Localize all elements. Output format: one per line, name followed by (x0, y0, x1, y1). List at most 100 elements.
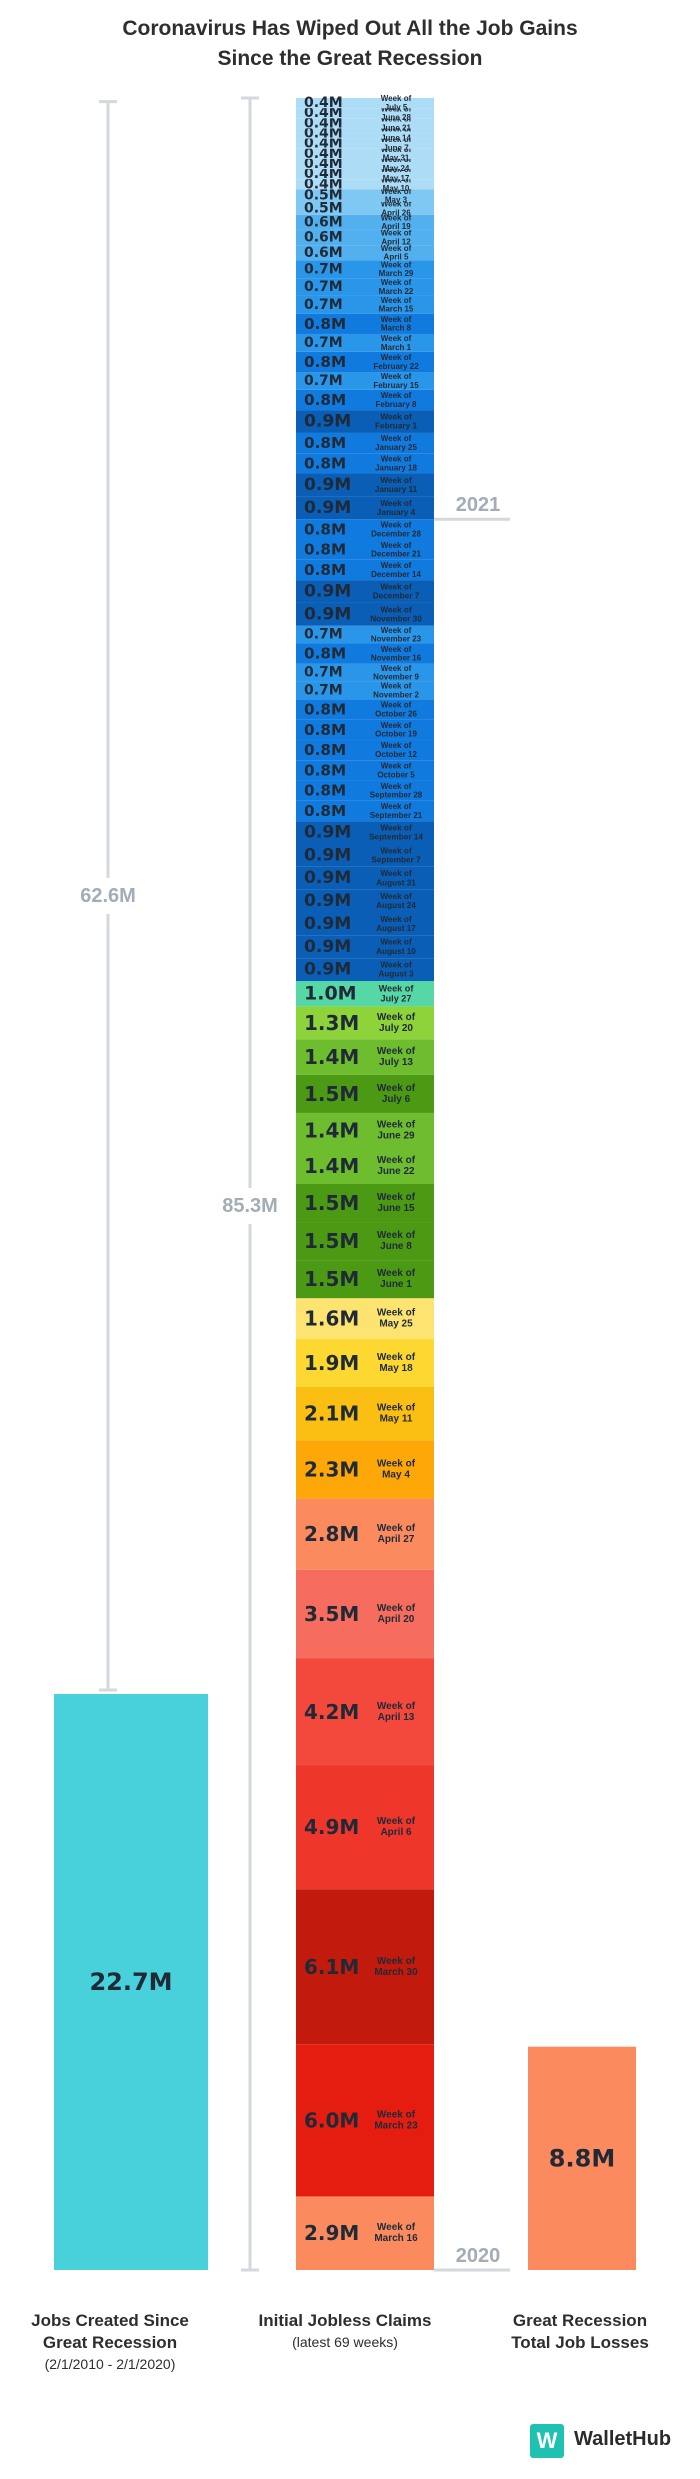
week-value-label: 0.9M (304, 891, 351, 911)
week-value-label: 0.7M (304, 297, 343, 313)
week-bar-segment (296, 372, 434, 390)
week-prefix-label: Week of (377, 1046, 416, 1057)
week-value-label: 0.8M (304, 541, 346, 559)
recession-losses-label-line-1: Great Recession (512, 2311, 648, 2330)
week-value-label: 0.9M (304, 937, 351, 957)
week-bar-segment (296, 229, 434, 246)
week-value-label: 0.4M (304, 176, 343, 192)
week-prefix-label: Week of (381, 114, 412, 123)
week-prefix-label: Week of (377, 1701, 416, 1712)
week-date-label: June 22 (377, 1166, 415, 1177)
week-date-label: November 16 (371, 654, 422, 663)
week-prefix-label: Week of (381, 682, 412, 691)
jobs-created-bar (54, 1694, 208, 2270)
week-prefix-label: Week of (377, 1120, 416, 1131)
week-prefix-label: Week of (380, 476, 412, 485)
week-bar-segment (296, 1260, 434, 1299)
week-bar-segment (296, 760, 434, 781)
wallethub-logo-mark: W (530, 2424, 564, 2458)
week-bar-segment (296, 313, 434, 334)
recession-losses-bar (528, 2046, 636, 2270)
week-bar-segment (296, 912, 434, 936)
week-date-label: March 15 (379, 305, 414, 314)
week-value-label: 0.8M (304, 454, 346, 472)
week-date-label: December 28 (371, 529, 421, 538)
week-prefix-label: Week of (377, 1012, 416, 1023)
week-prefix-label: Week of (380, 499, 412, 508)
week-date-label: June 15 (377, 1203, 415, 1214)
claims-total-label: 85.3M (222, 1195, 278, 1217)
week-prefix-label: Week of (381, 561, 412, 570)
week-prefix-label: Week of (377, 1268, 416, 1279)
week-date-label: March 8 (381, 324, 412, 333)
week-date-label: September 14 (369, 833, 423, 842)
week-prefix-label: Week of (381, 165, 412, 174)
week-prefix-label: Week of (381, 229, 412, 238)
week-value-label: 0.6M (304, 230, 343, 246)
week-prefix-label: Week of (381, 175, 412, 184)
week-date-label: April 19 (381, 222, 411, 231)
week-bar-segment (296, 519, 434, 540)
week-bar-segment (296, 1440, 434, 1499)
week-value-label: 0.4M (304, 95, 343, 111)
wallethub-logo-text: WalletHub (574, 2428, 672, 2450)
week-bar-segment (296, 559, 434, 581)
week-date-label: April 13 (378, 1712, 415, 1723)
week-date-label: December 21 (371, 550, 421, 559)
week-date-label: August 10 (376, 947, 416, 956)
week-date-label: May 17 (383, 174, 410, 183)
week-bar-segment (296, 496, 434, 520)
week-value-label: 0.9M (304, 604, 351, 624)
week-value-label: 0.4M (304, 105, 343, 121)
week-prefix-label: Week of (377, 1403, 416, 1414)
week-bar-segment (296, 800, 434, 822)
week-bar-segment (296, 602, 434, 626)
week-date-label: October 19 (375, 730, 417, 739)
week-prefix-label: Week of (381, 762, 412, 771)
week-prefix-label: Week of (377, 2222, 416, 2233)
week-prefix-label: Week of (381, 315, 412, 324)
week-value-label: 0.4M (304, 156, 343, 172)
week-date-label: January 18 (375, 463, 417, 472)
week-date-label: July 20 (379, 1023, 413, 1034)
week-date-label: April 20 (378, 1614, 415, 1625)
week-bar-segment (296, 214, 434, 230)
week-prefix-label: Week of (380, 605, 412, 614)
week-bar-segment (296, 1112, 434, 1149)
week-prefix-label: Week of (377, 1523, 416, 1534)
week-bar-segment (296, 1039, 434, 1075)
chart-title-line-1: Coronavirus Has Wiped Out All the Job Ga… (122, 17, 578, 40)
week-value-label: 4.2M (304, 1700, 359, 1724)
week-value-label: 1.4M (304, 1045, 359, 1069)
week-bar-segment (296, 1889, 434, 2045)
week-date-label: March 30 (374, 1967, 418, 1978)
week-bar-segment (296, 643, 434, 664)
week-date-label: July 5 (385, 103, 408, 112)
week-bar-segment (296, 539, 434, 560)
week-prefix-label: Week of (381, 434, 412, 443)
week-prefix-label: Week of (381, 296, 412, 305)
jobs-created-label-line-2: Great Recession (42, 2333, 178, 2352)
week-value-label: 0.9M (304, 498, 351, 518)
week-date-label: June 28 (381, 113, 411, 122)
week-prefix-label: Week of (381, 391, 412, 400)
week-bar-segment (296, 1298, 434, 1339)
week-value-label: 0.4M (304, 115, 343, 131)
week-value-label: 0.7M (304, 665, 343, 681)
week-prefix-label: Week of (381, 541, 412, 550)
week-bar-segment (296, 473, 434, 497)
week-bar-segment (296, 245, 434, 261)
week-bar-segment (296, 389, 434, 411)
week-prefix-label: Week of (381, 187, 412, 196)
jobs-created-value: 22.7M (89, 1968, 172, 1996)
week-date-label: June 14 (381, 133, 411, 142)
week-date-label: April 26 (381, 208, 411, 217)
week-value-label: 1.5M (304, 1267, 359, 1291)
week-value-label: 2.3M (304, 1457, 359, 1481)
week-bar-segment (296, 410, 434, 433)
week-date-label: March 29 (379, 269, 414, 278)
week-bar-segment (296, 158, 434, 170)
week-bar-segment (296, 889, 434, 913)
week-prefix-label: Week of (381, 104, 412, 113)
week-value-label: 1.3M (304, 1011, 359, 1035)
